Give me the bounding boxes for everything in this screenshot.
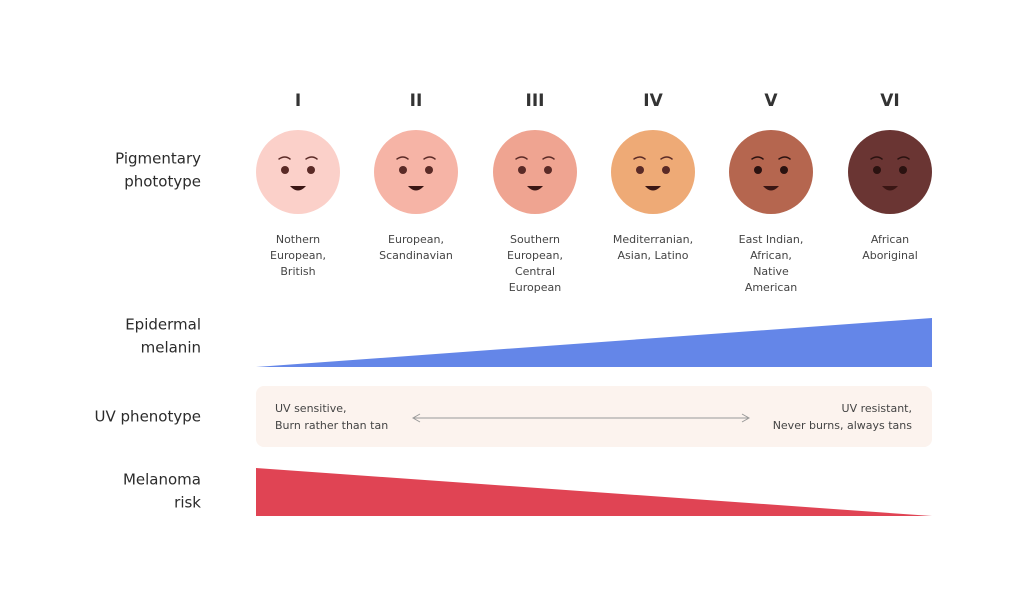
eye xyxy=(307,166,315,174)
smile xyxy=(645,186,661,191)
face xyxy=(493,130,577,214)
phototype-description: British xyxy=(280,265,315,278)
eye xyxy=(662,166,670,174)
phototype-description: Mediterranian, xyxy=(613,233,693,246)
eyebrow xyxy=(751,156,791,160)
row-label: melanin xyxy=(141,339,201,357)
uv-arrow-heads xyxy=(411,413,751,423)
phototype-description: Nothern xyxy=(276,233,320,246)
melanin-wedge xyxy=(256,318,932,367)
phototype-description: African, xyxy=(750,249,792,262)
uv-box xyxy=(256,386,932,447)
face xyxy=(611,130,695,214)
uv-right: Never burns, always tans xyxy=(773,419,913,432)
phototype-description: European xyxy=(509,281,561,294)
eye xyxy=(281,166,289,174)
face xyxy=(256,130,340,214)
phototype-description: African xyxy=(871,233,909,246)
uv-left: Burn rather than tan xyxy=(275,419,388,432)
eye xyxy=(636,166,644,174)
smile xyxy=(290,186,306,191)
phototype-description: East Indian, xyxy=(739,233,804,246)
face xyxy=(374,130,458,214)
phototype-numeral: I xyxy=(295,91,301,111)
phototype-numeral: V xyxy=(764,91,778,111)
phototype-description: Southern xyxy=(510,233,560,246)
eye xyxy=(873,166,881,174)
face xyxy=(729,130,813,214)
smile xyxy=(763,186,779,191)
eye xyxy=(780,166,788,174)
smile xyxy=(527,186,543,191)
phototype-description: Native xyxy=(753,265,789,278)
eyebrow xyxy=(396,156,436,160)
uv-right: UV resistant, xyxy=(842,402,912,415)
phototype-description: Central xyxy=(515,265,555,278)
phototype-numeral: III xyxy=(526,91,545,111)
eye xyxy=(399,166,407,174)
phototype-description: American xyxy=(745,281,797,294)
smile xyxy=(882,186,898,191)
phototype-numeral: IV xyxy=(643,91,663,111)
row-label: Melanoma xyxy=(123,471,201,489)
eyebrow xyxy=(870,156,910,160)
phototype-numeral: VI xyxy=(880,91,899,111)
eyebrow xyxy=(633,156,673,160)
row-label: Epidermal xyxy=(125,316,201,334)
row-label: phototype xyxy=(124,173,201,191)
phototype-description: Scandinavian xyxy=(379,249,453,262)
row-label: Pigmentary xyxy=(115,150,201,168)
phototype-description: Asian, Latino xyxy=(618,249,689,262)
phototype-description: European, xyxy=(270,249,326,262)
eye xyxy=(544,166,552,174)
melanoma-wedge xyxy=(256,468,932,516)
eyebrow xyxy=(515,156,555,160)
uv-left: UV sensitive, xyxy=(275,402,346,415)
eye xyxy=(425,166,433,174)
row-label: risk xyxy=(174,494,201,512)
face xyxy=(848,130,932,214)
phototype-description: Aboriginal xyxy=(862,249,918,262)
row-label: UV phenotype xyxy=(95,408,201,426)
eye xyxy=(754,166,762,174)
smile xyxy=(408,186,424,191)
eyebrow xyxy=(278,156,318,160)
phototype-numeral: II xyxy=(410,91,423,111)
phototype-description: European, xyxy=(507,249,563,262)
eye xyxy=(899,166,907,174)
phototype-description: European, xyxy=(388,233,444,246)
eye xyxy=(518,166,526,174)
